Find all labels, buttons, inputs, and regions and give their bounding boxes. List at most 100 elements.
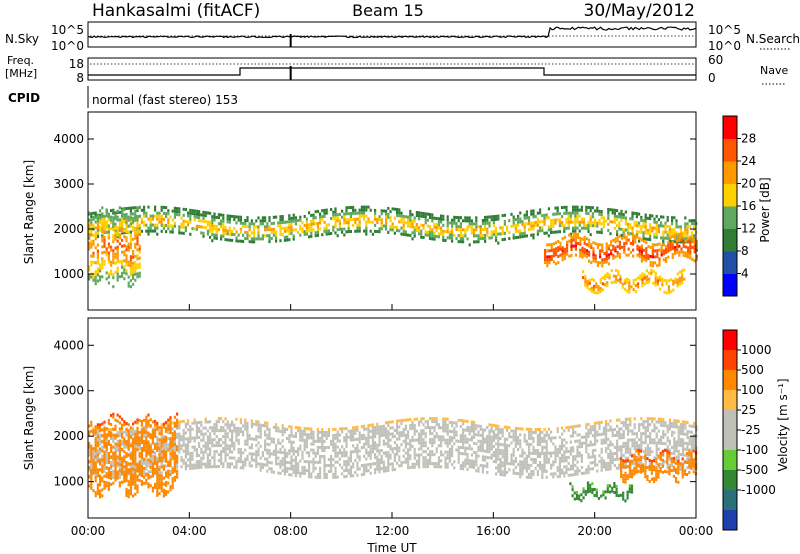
power-cell [99, 278, 102, 282]
power-cell [673, 236, 676, 240]
power-cell [579, 248, 582, 252]
power-cell [110, 218, 113, 222]
velocity-cell [187, 440, 190, 444]
velocity-cell [202, 438, 205, 442]
power-cell [567, 223, 570, 227]
velocity-cell [343, 454, 346, 458]
power-cell [665, 248, 668, 251]
velocity-cell [545, 430, 548, 434]
power-cell [435, 223, 438, 226]
velocity-cell [475, 457, 478, 461]
velocity-cell [429, 417, 432, 421]
power-cell [660, 250, 663, 254]
power-cell [402, 220, 405, 224]
power-cell [431, 234, 434, 238]
power-cell [184, 229, 187, 233]
power-cell [514, 230, 517, 234]
power-cell [488, 221, 491, 225]
velocity-cell [411, 423, 414, 427]
velocity-cell [184, 446, 187, 450]
velocity-cell [255, 438, 258, 442]
velocity-cell [396, 428, 399, 432]
velocity-cell [294, 435, 297, 438]
velocity-cell [268, 467, 271, 471]
power-cell [239, 215, 242, 219]
velocity-cell [646, 447, 649, 451]
power-cell [582, 270, 585, 274]
power-cell [453, 233, 456, 237]
power-cell [281, 227, 284, 230]
velocity-cell [563, 450, 566, 454]
power-cell [136, 215, 139, 219]
power-cell [543, 222, 546, 226]
power-cell [658, 257, 661, 261]
power-cell [620, 212, 623, 216]
velocity-cell [290, 449, 293, 453]
velocity-cell [217, 438, 220, 442]
power-cell [676, 233, 679, 237]
velocity-cell [158, 429, 161, 433]
velocity-cell [288, 461, 291, 465]
power-cell [590, 277, 593, 281]
velocity-cell [475, 469, 478, 473]
power-cell [112, 225, 115, 229]
power-cell [334, 231, 337, 235]
power-cell [673, 245, 676, 249]
velocity-cell [365, 451, 368, 455]
velocity-cell [668, 463, 671, 467]
velocity-cell [250, 419, 253, 423]
velocity-cell [376, 467, 379, 471]
power-cell [678, 244, 681, 248]
power-cell [253, 222, 256, 226]
power-cell [577, 242, 580, 245]
velocity-cell [290, 440, 293, 444]
velocity-cell [387, 439, 390, 442]
velocity-cell [424, 435, 427, 439]
power-cell [404, 215, 407, 219]
velocity-cell [211, 465, 214, 469]
power-cell [446, 215, 449, 219]
velocity-cell [96, 430, 99, 434]
velocity-cell [103, 469, 106, 473]
power-cell [88, 221, 91, 225]
velocity-cell [389, 426, 392, 430]
power-cell [391, 222, 394, 226]
power-cell [585, 243, 588, 247]
power-cell [226, 217, 229, 221]
power-cell [688, 219, 691, 223]
power-cell [623, 281, 626, 285]
power-cell [118, 242, 121, 246]
velocity-cell [649, 435, 652, 439]
velocity-cell [596, 430, 599, 434]
power-cell [303, 215, 306, 218]
velocity-cell [387, 424, 390, 427]
power-cell [635, 221, 638, 225]
power-cell [588, 238, 591, 242]
velocity-cell [281, 430, 284, 434]
power-cell [492, 233, 495, 237]
power-cell [398, 214, 401, 218]
power-cell [193, 212, 196, 216]
power-cell [639, 274, 642, 278]
power-cell [634, 290, 637, 294]
power-cell [360, 205, 363, 209]
power-cell [156, 226, 159, 230]
power-cell [570, 245, 573, 248]
power-cell [404, 230, 407, 234]
power-cell [396, 214, 399, 217]
power-cell [253, 228, 256, 232]
power-cell [182, 207, 185, 211]
velocity-cell [673, 440, 676, 444]
power-cell [286, 226, 289, 230]
velocity-cell [118, 433, 121, 437]
velocity-cell [534, 452, 537, 455]
velocity-cell [220, 456, 223, 460]
velocity-cell [484, 455, 487, 459]
power-cell [402, 223, 405, 227]
velocity-cell [334, 466, 337, 470]
velocity-cell [547, 427, 550, 431]
velocity-cell [226, 423, 229, 427]
velocity-cell [290, 446, 293, 450]
power-cell [382, 224, 385, 228]
velocity-cell [646, 453, 649, 457]
